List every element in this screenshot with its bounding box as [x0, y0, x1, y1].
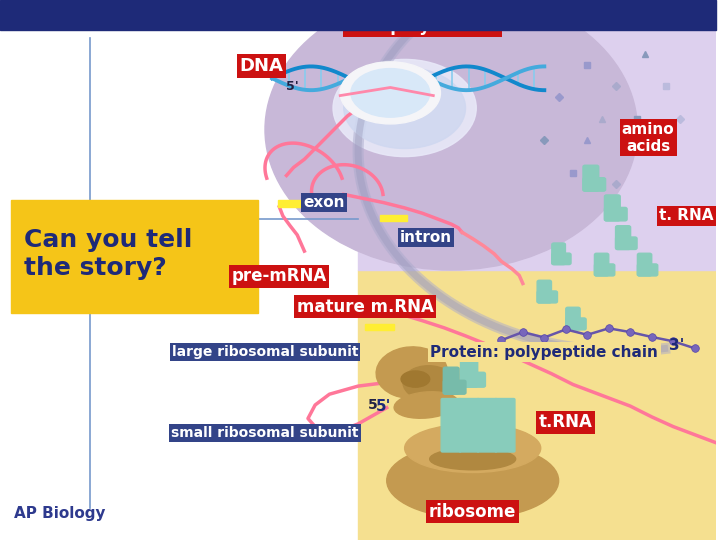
- FancyBboxPatch shape: [583, 178, 606, 191]
- FancyBboxPatch shape: [444, 367, 459, 394]
- Text: 3': 3': [669, 338, 685, 353]
- FancyBboxPatch shape: [637, 253, 652, 276]
- FancyBboxPatch shape: [605, 207, 627, 221]
- Ellipse shape: [405, 424, 541, 472]
- FancyBboxPatch shape: [477, 399, 497, 452]
- Text: 5': 5': [287, 80, 300, 93]
- Ellipse shape: [394, 392, 458, 418]
- Text: 5': 5': [368, 398, 382, 412]
- Ellipse shape: [351, 69, 430, 117]
- Bar: [278, 200, 305, 207]
- Text: amino
acids: amino acids: [622, 122, 675, 154]
- Bar: [358, 30, 716, 270]
- Ellipse shape: [387, 443, 559, 518]
- Text: t.RNA: t.RNA: [539, 413, 593, 431]
- FancyBboxPatch shape: [616, 237, 637, 249]
- FancyBboxPatch shape: [461, 358, 477, 387]
- Ellipse shape: [343, 68, 466, 148]
- Ellipse shape: [403, 366, 456, 401]
- FancyBboxPatch shape: [537, 291, 557, 303]
- FancyBboxPatch shape: [537, 280, 552, 303]
- Text: intron: intron: [400, 230, 452, 245]
- Ellipse shape: [376, 347, 448, 399]
- Text: small ribosomal subunit: small ribosomal subunit: [171, 426, 359, 440]
- FancyBboxPatch shape: [566, 307, 580, 330]
- Ellipse shape: [333, 59, 476, 157]
- FancyBboxPatch shape: [552, 253, 571, 265]
- Ellipse shape: [430, 448, 516, 470]
- Bar: [0, 30, 358, 540]
- Text: AP Biology: AP Biology: [14, 506, 106, 521]
- FancyBboxPatch shape: [552, 243, 565, 265]
- Bar: [11, 200, 258, 313]
- Text: mature m.RNA: mature m.RNA: [297, 298, 433, 316]
- FancyBboxPatch shape: [637, 264, 658, 276]
- FancyBboxPatch shape: [459, 399, 479, 452]
- Text: Can you tell
the story?: Can you tell the story?: [24, 228, 192, 280]
- Bar: [0, 0, 716, 30]
- FancyBboxPatch shape: [595, 264, 615, 276]
- Bar: [379, 215, 407, 221]
- FancyBboxPatch shape: [495, 399, 515, 452]
- Bar: [365, 324, 394, 330]
- FancyBboxPatch shape: [444, 380, 466, 394]
- Text: RNA polymerase: RNA polymerase: [346, 17, 500, 35]
- Ellipse shape: [340, 62, 441, 124]
- FancyBboxPatch shape: [583, 165, 599, 191]
- Bar: [358, 270, 716, 540]
- Text: Protein: polypeptide chain: Protein: polypeptide chain: [431, 345, 658, 360]
- Text: exon: exon: [304, 195, 345, 210]
- Text: t. RNA: t. RNA: [659, 208, 714, 224]
- Ellipse shape: [401, 371, 430, 387]
- Text: large ribosomal subunit: large ribosomal subunit: [172, 345, 359, 359]
- Text: 5': 5': [375, 399, 391, 414]
- FancyBboxPatch shape: [566, 318, 586, 330]
- Text: ribosome: ribosome: [429, 503, 516, 521]
- FancyBboxPatch shape: [441, 399, 462, 452]
- Text: DNA: DNA: [240, 57, 284, 75]
- Text: pre-mRNA: pre-mRNA: [232, 267, 327, 286]
- FancyBboxPatch shape: [616, 226, 631, 249]
- Bar: [441, 343, 469, 350]
- FancyBboxPatch shape: [595, 253, 608, 276]
- FancyBboxPatch shape: [461, 372, 485, 387]
- Ellipse shape: [265, 0, 637, 270]
- FancyBboxPatch shape: [605, 195, 620, 221]
